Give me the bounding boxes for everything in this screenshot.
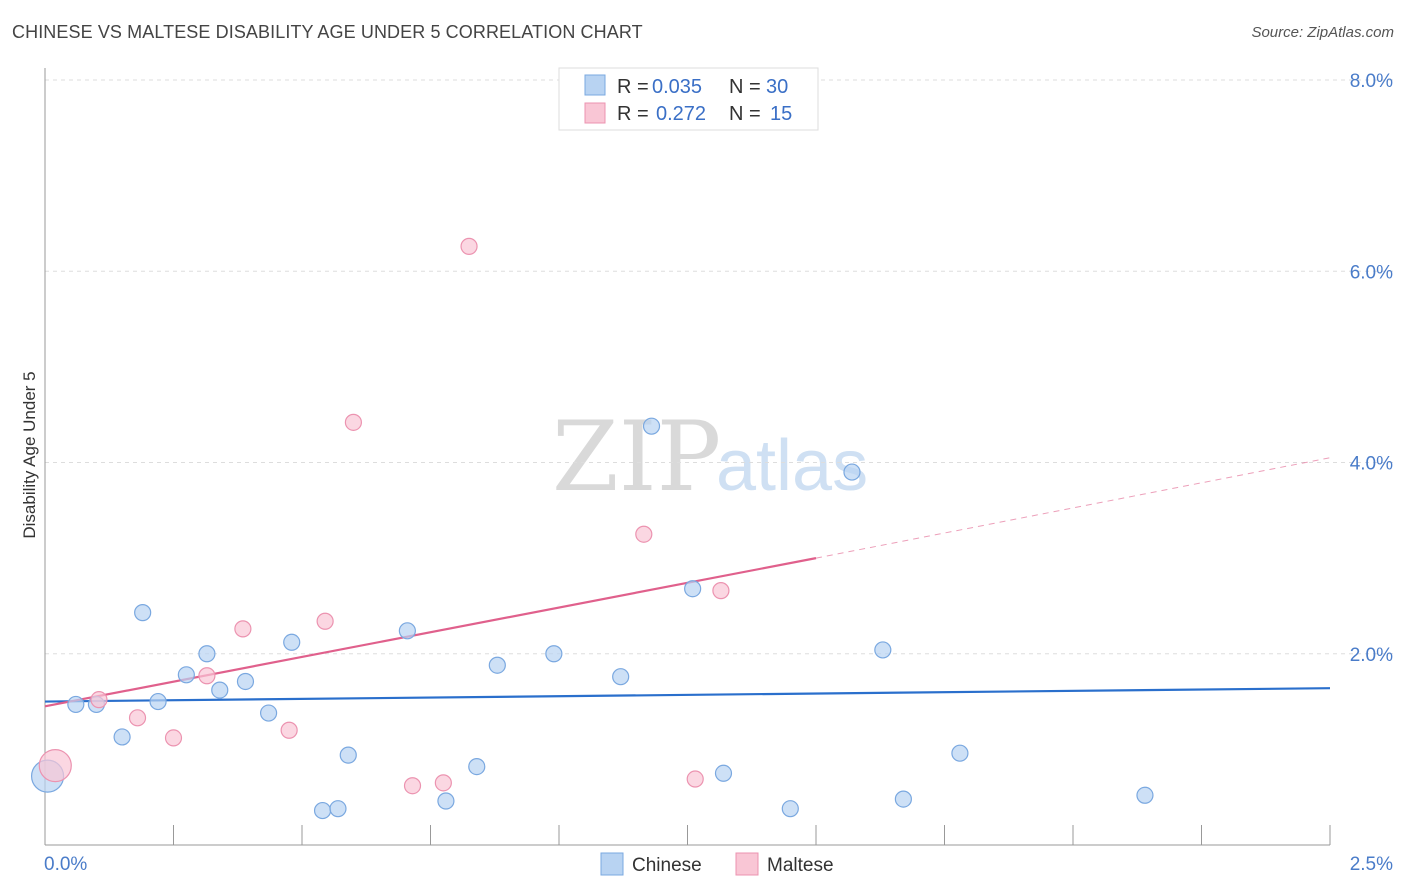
legend-r-value-chinese: 0.035 xyxy=(652,76,702,98)
y-tick-label: 6.0% xyxy=(1350,262,1393,283)
data-point-maltese xyxy=(164,729,183,747)
legend-n-value-chinese: 30 xyxy=(766,76,788,98)
data-point-maltese xyxy=(38,749,72,783)
data-point-chinese xyxy=(67,695,85,714)
data-point-chinese xyxy=(684,580,702,598)
data-point-chinese xyxy=(468,757,486,776)
legend-r-value-maltese: 0.272 xyxy=(656,103,706,125)
data-point-chinese xyxy=(545,645,563,663)
data-point-maltese xyxy=(198,667,216,685)
y-tick-label: 4.0% xyxy=(1350,454,1393,475)
chart-title: CHINESE VS MALTESE DISABILITY AGE UNDER … xyxy=(12,22,643,42)
data-point-chinese xyxy=(642,417,661,435)
y-axis-label: Disability Age Under 5 xyxy=(20,371,39,538)
data-point-maltese xyxy=(90,691,108,709)
trend-line-chinese xyxy=(44,687,1331,703)
data-point-chinese xyxy=(874,641,892,659)
data-point-chinese xyxy=(398,622,416,640)
watermark-atlas: atlas xyxy=(716,426,868,506)
data-point-chinese xyxy=(283,633,301,651)
x-tick-label-max: 2.5% xyxy=(1350,854,1393,875)
data-point-chinese xyxy=(236,672,255,691)
legend-r-label-maltese: R = xyxy=(617,103,649,125)
data-point-chinese xyxy=(177,666,195,684)
data-point-maltese xyxy=(280,721,298,739)
legend-swatch-maltese xyxy=(584,102,606,124)
data-point-chinese xyxy=(329,800,347,818)
legend-n-label-maltese: N = xyxy=(729,103,761,125)
watermark-zip: ZIP xyxy=(552,401,721,513)
axis-layer: 2.0% 4.0% 6.0% 8.0% xyxy=(44,68,1393,846)
y-tick-label: 8.0% xyxy=(1350,71,1393,92)
grid-layer xyxy=(45,79,1393,655)
data-point-chinese xyxy=(951,744,969,762)
data-point-chinese xyxy=(714,764,733,782)
data-point-maltese xyxy=(434,774,452,792)
data-point-maltese xyxy=(686,770,704,788)
series-legend-swatch-maltese xyxy=(735,852,759,876)
data-point-chinese xyxy=(843,463,861,481)
legend-n-label-chinese: N = xyxy=(729,76,761,98)
legend-swatch-chinese xyxy=(584,74,606,96)
series-legend-label-maltese: Maltese xyxy=(767,855,834,876)
data-point-chinese xyxy=(437,792,455,810)
data-point-maltese xyxy=(316,612,334,630)
data-point-maltese xyxy=(128,709,147,727)
series-legend-label-chinese: Chinese xyxy=(632,855,702,876)
source-credit: Source: ZipAtlas.com xyxy=(1251,24,1394,41)
data-point-chinese xyxy=(259,704,278,722)
data-point-chinese xyxy=(113,728,131,746)
series-legend: Chinese Maltese xyxy=(600,852,834,876)
data-point-maltese xyxy=(712,582,730,600)
data-point-chinese xyxy=(339,746,357,764)
data-point-maltese xyxy=(403,777,422,795)
data-point-chinese xyxy=(488,656,506,674)
data-point-chinese xyxy=(149,692,167,711)
data-point-maltese xyxy=(344,413,362,431)
data-point-chinese xyxy=(211,681,229,699)
data-point-chinese xyxy=(1136,786,1154,804)
data-point-chinese xyxy=(134,604,152,622)
y-tick-label: 2.0% xyxy=(1350,645,1393,666)
correlation-legend: R = 0.035 N = 30 R = 0.272 N = 15 xyxy=(558,67,819,131)
trend-line-maltese-extension xyxy=(815,457,1331,559)
x-tick-label-min: 0.0% xyxy=(44,854,87,875)
legend-r-label-chinese: R = xyxy=(617,76,649,98)
data-point-chinese xyxy=(894,790,912,808)
legend-n-value-maltese: 15 xyxy=(770,103,792,125)
trend-line-maltese xyxy=(44,557,817,708)
data-point-maltese xyxy=(460,237,478,255)
data-point-chinese xyxy=(612,668,630,686)
data-point-chinese xyxy=(313,801,332,820)
data-point-chinese xyxy=(198,645,216,663)
data-point-maltese xyxy=(234,620,252,638)
data-point-maltese xyxy=(635,525,653,543)
series-legend-swatch-chinese xyxy=(600,852,624,876)
point-layer xyxy=(30,237,1154,820)
data-point-chinese xyxy=(781,800,799,818)
